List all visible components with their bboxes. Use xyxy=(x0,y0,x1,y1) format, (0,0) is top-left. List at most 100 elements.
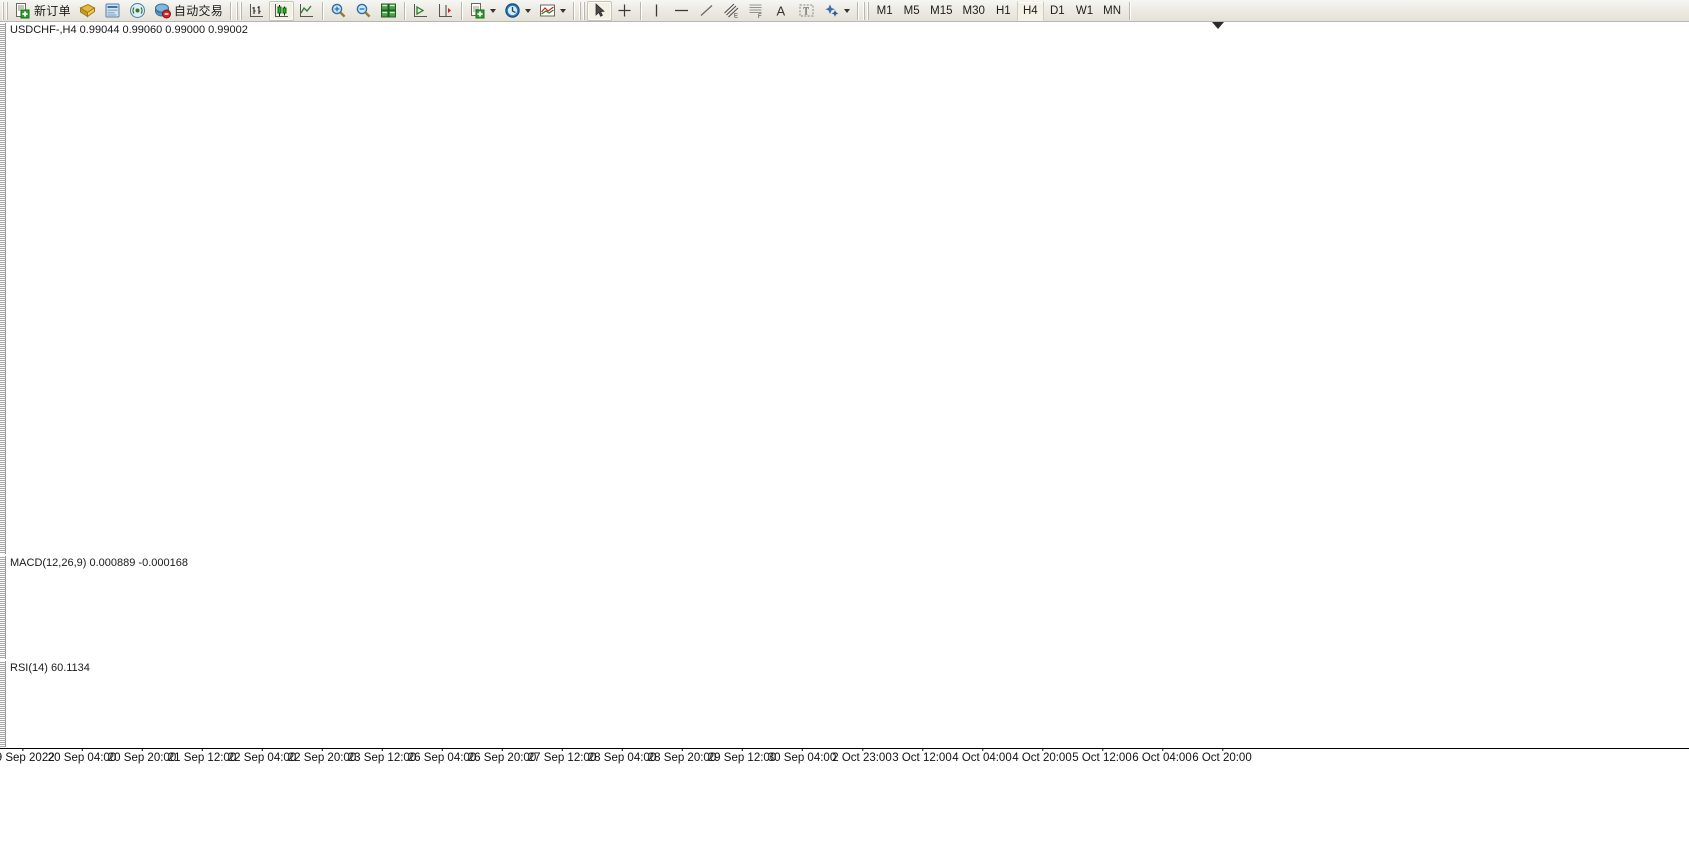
fibonacci-button[interactable]: F xyxy=(744,1,769,21)
toolbar-separator-7 xyxy=(857,1,859,20)
time-tick: 28 Sep 20:00 xyxy=(647,748,717,764)
time-tick: 6 Oct 04:00 xyxy=(1132,748,1192,764)
toolbar-separator-2 xyxy=(322,1,324,20)
chevron-down-icon[interactable] xyxy=(525,8,532,13)
horizontal-line-button[interactable] xyxy=(669,1,694,21)
time-tick: 20 Sep 20:00 xyxy=(107,748,177,764)
zoom-out-button[interactable] xyxy=(351,1,376,21)
text-icon: A xyxy=(777,4,786,19)
time-tick: 21 Sep 12:00 xyxy=(167,748,237,764)
line-chart-icon xyxy=(300,4,314,17)
timeframe-w1-button[interactable]: W1 xyxy=(1075,4,1094,17)
crosshair-button[interactable] xyxy=(612,1,637,21)
chart-shift-button[interactable] xyxy=(433,1,458,21)
toolbar-grip-1[interactable] xyxy=(2,1,9,20)
time-tick: 26 Sep 04:00 xyxy=(407,748,477,764)
vertical-line-icon xyxy=(655,4,658,17)
signal-icon xyxy=(129,3,145,18)
timeframe-h1-button[interactable]: H1 xyxy=(996,4,1011,17)
timeframe-m30-button[interactable]: M30 xyxy=(962,4,985,17)
timeframe-mn-button[interactable]: MN xyxy=(1103,4,1121,17)
zoom-in-icon xyxy=(331,3,346,18)
templates-icon xyxy=(540,4,556,17)
new-order-label: 新订单 xyxy=(34,4,71,18)
shapes-icon xyxy=(825,4,839,17)
zoom-in-button[interactable] xyxy=(326,1,351,21)
time-tick: 2 Oct 23:00 xyxy=(832,748,892,764)
timeframe-bar: M1 M5 M15 M30 H1 H4 D1 W1 MN xyxy=(871,0,1126,21)
periods-button[interactable] xyxy=(500,1,535,21)
time-tick: 6 Oct 20:00 xyxy=(1192,748,1252,764)
auto-trading-label: 自动交易 xyxy=(173,4,224,18)
time-tick: 4 Oct 20:00 xyxy=(1012,748,1072,764)
chevron-down-icon[interactable] xyxy=(560,8,567,13)
indicators-icon xyxy=(471,3,485,19)
trendline-button[interactable] xyxy=(694,1,719,21)
line-chart-button[interactable] xyxy=(294,1,319,21)
toolbar-separator-5 xyxy=(573,1,575,20)
chevron-down-icon[interactable] xyxy=(490,8,497,13)
main-toolbar: 新订单 xyxy=(0,0,1689,22)
macd-label: MACD(12,26,9) 0.000889 -0.000168 xyxy=(10,557,188,569)
toolbar-separator-4 xyxy=(461,1,463,20)
bar-chart-button[interactable] xyxy=(244,1,269,21)
time-tick: 5 Oct 12:00 xyxy=(1072,748,1132,764)
text-label-button[interactable]: T xyxy=(794,1,819,21)
toolbar-separator-8 xyxy=(1129,1,1130,20)
chart-scroll-marker[interactable] xyxy=(1212,22,1224,29)
timeframe-d1-button[interactable]: D1 xyxy=(1050,4,1065,17)
autoscroll-button[interactable] xyxy=(408,1,433,21)
toolbar-separator-6 xyxy=(640,1,642,20)
terminal-button[interactable] xyxy=(100,1,125,21)
symbol-info-label: USDCHF-,H4 0.99044 0.99060 0.99000 0.990… xyxy=(10,24,248,36)
tile-windows-button[interactable] xyxy=(376,1,401,21)
cursor-arrow-icon xyxy=(595,3,605,17)
svg-text:A: A xyxy=(777,4,786,19)
svg-text:E: E xyxy=(734,14,738,20)
bar-chart-icon xyxy=(250,4,264,17)
time-tick: 27 Sep 12:00 xyxy=(527,748,597,764)
trendline-icon xyxy=(700,5,713,16)
svg-text:F: F xyxy=(758,14,762,19)
timeframe-m1-button[interactable]: M1 xyxy=(876,4,893,17)
timeframe-m5-button[interactable]: M5 xyxy=(903,4,920,17)
equidistant-channel-button[interactable]: E xyxy=(719,1,744,21)
toolbar-separator-3 xyxy=(404,1,406,20)
macd-pane-grip[interactable] xyxy=(0,556,6,659)
time-tick: 4 Oct 04:00 xyxy=(952,748,1012,764)
price-pane-grip[interactable] xyxy=(0,23,6,554)
text-button[interactable]: A xyxy=(769,1,794,21)
cursor-button[interactable] xyxy=(587,0,613,21)
candlestick-chart-button[interactable] xyxy=(269,0,295,21)
chart-area[interactable]: USDCHF-,H4 0.99044 0.99060 0.99000 0.990… xyxy=(0,22,1689,854)
wallet-icon xyxy=(79,3,96,18)
signal-button[interactable] xyxy=(125,1,150,21)
rsi-label: RSI(14) 60.1134 xyxy=(10,662,90,674)
timeframe-h4-button[interactable]: H4 xyxy=(1016,0,1044,21)
toolbar-separator-1 xyxy=(230,1,232,20)
shapes-button[interactable] xyxy=(819,1,854,21)
toolbar-grip-3[interactable] xyxy=(579,1,587,20)
indicators-button[interactable] xyxy=(465,1,500,21)
auto-trading-button[interactable]: 自动交易 xyxy=(150,1,227,21)
vertical-line-button[interactable] xyxy=(644,1,669,21)
toolbar-grip-2[interactable] xyxy=(236,1,244,20)
periods-icon xyxy=(505,3,520,18)
tile-windows-icon xyxy=(381,3,397,18)
rsi-pane-grip[interactable] xyxy=(0,661,6,747)
horizontal-line-icon xyxy=(675,9,689,12)
fibonacci-retracement-icon: F xyxy=(749,4,762,19)
wallet-button[interactable] xyxy=(75,1,100,21)
templates-button[interactable] xyxy=(535,1,570,21)
terminal-icon xyxy=(105,3,120,18)
new-order-button[interactable]: 新订单 xyxy=(10,1,75,21)
chevron-down-icon[interactable] xyxy=(844,8,851,13)
timeframe-m15-button[interactable]: M15 xyxy=(930,4,953,17)
time-tick: 28 Sep 04:00 xyxy=(587,748,657,764)
chart-shift-icon xyxy=(439,4,453,17)
time-tick: 22 Sep 04:00 xyxy=(227,748,297,764)
time-tick: 22 Sep 20:00 xyxy=(287,748,357,764)
toolbar-grip-4[interactable] xyxy=(863,1,871,20)
